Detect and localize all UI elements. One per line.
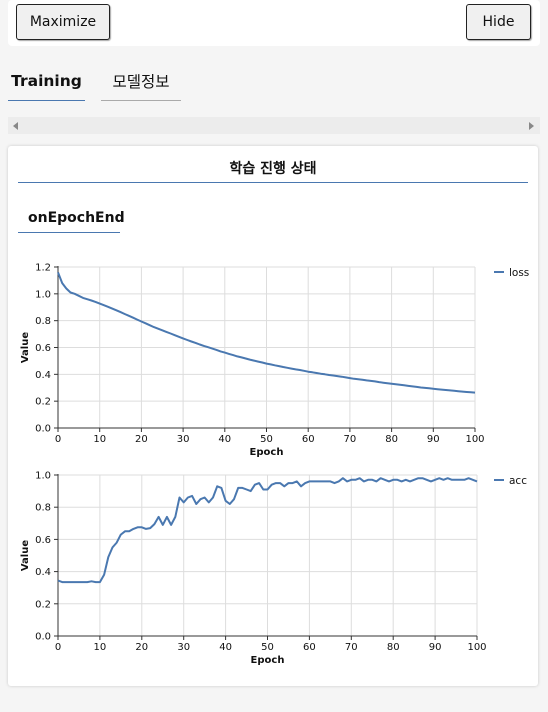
x-tick-label: 50 bbox=[260, 434, 273, 445]
hide-button[interactable]: Hide bbox=[466, 4, 531, 40]
y-tick-label: 0.8 bbox=[35, 503, 51, 514]
y-tick-label: 1.2 bbox=[35, 263, 51, 274]
scroll-right-icon[interactable] bbox=[529, 122, 534, 130]
x-tick-label: 90 bbox=[429, 642, 442, 653]
loss-chart: 0.0 0.2 0.4 0.6 0.8 1.0 1.2 0 10 20 30 40 50 60 70 80 90… bbox=[20, 263, 529, 459]
x-tick-label: 0 bbox=[55, 642, 61, 653]
tab-training[interactable]: Training bbox=[8, 62, 85, 101]
x-tick-label: 90 bbox=[427, 434, 440, 445]
y-tick-label: 0.2 bbox=[35, 599, 51, 610]
legend-label-acc: acc bbox=[509, 475, 527, 487]
x-axis-label: Epoch bbox=[251, 655, 285, 666]
x-tick-label: 10 bbox=[93, 434, 106, 445]
acc-chart: 0.0 0.2 0.4 0.6 0.8 1.0 0 10 20 30 40 50 60 70 80 90 100… bbox=[20, 471, 527, 667]
y-tick-label: 1.0 bbox=[35, 289, 51, 300]
y-axis-label: Value bbox=[20, 540, 31, 571]
x-tick-label: 30 bbox=[177, 434, 190, 445]
x-tick-label: 30 bbox=[177, 642, 190, 653]
x-tick-label: 80 bbox=[385, 434, 398, 445]
x-tick-label: 60 bbox=[302, 434, 315, 445]
y-tick-label: 0.6 bbox=[35, 535, 51, 546]
x-tick-label: 100 bbox=[465, 434, 484, 445]
y-tick-label: 0.8 bbox=[35, 316, 51, 327]
top-toolbar: Maximize Hide bbox=[8, 0, 540, 46]
y-tick-label: 1.0 bbox=[35, 471, 51, 482]
x-tick-label: 100 bbox=[467, 642, 486, 653]
legend-label-loss: loss bbox=[509, 267, 529, 279]
horizontal-scrollbar[interactable] bbox=[8, 117, 540, 134]
x-tick-label: 10 bbox=[94, 642, 107, 653]
x-tick-label: 40 bbox=[219, 642, 232, 653]
y-tick-label: 0.4 bbox=[35, 567, 51, 578]
y-tick-label: 0.0 bbox=[35, 632, 51, 643]
section-title: onEpochEnd bbox=[18, 210, 125, 233]
x-tick-label: 40 bbox=[218, 434, 231, 445]
training-panel: 학습 진행 상태 onEpochEnd 0.0 0.2 0.4 0.6 0.8 1.0 1.… bbox=[8, 146, 538, 686]
x-tick-label: 20 bbox=[135, 642, 148, 653]
x-axis-label: Epoch bbox=[250, 447, 284, 458]
maximize-button[interactable]: Maximize bbox=[16, 4, 110, 40]
x-tick-label: 80 bbox=[387, 642, 400, 653]
y-tick-label: 0.0 bbox=[35, 424, 51, 435]
series-line-loss bbox=[57, 272, 476, 394]
x-tick-label: 60 bbox=[303, 642, 316, 653]
y-tick-label: 0.4 bbox=[35, 370, 51, 381]
scroll-left-icon[interactable] bbox=[13, 122, 18, 130]
y-tick-label: 0.2 bbox=[35, 397, 51, 408]
x-tick-label: 70 bbox=[345, 642, 358, 653]
x-tick-label: 70 bbox=[344, 434, 357, 445]
x-tick-label: 50 bbox=[261, 642, 274, 653]
y-axis-label: Value bbox=[20, 332, 31, 363]
y-tick-label: 0.6 bbox=[35, 343, 51, 354]
tab-model-info[interactable]: 모델정보 bbox=[101, 62, 181, 101]
tab-bar: Training 모델정보 bbox=[8, 62, 540, 102]
x-tick-label: 20 bbox=[135, 434, 148, 445]
panel-title: 학습 진행 상태 bbox=[18, 158, 528, 183]
x-tick-label: 0 bbox=[55, 434, 61, 445]
series-line-acc bbox=[57, 477, 478, 584]
